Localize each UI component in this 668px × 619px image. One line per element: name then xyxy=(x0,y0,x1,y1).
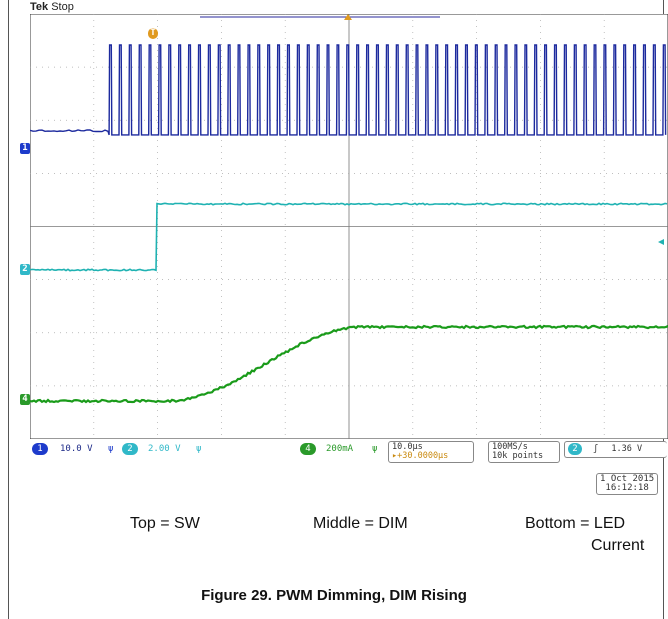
ch2-ground-marker: 2 xyxy=(20,264,30,275)
ch1-scale: 10.0 V xyxy=(60,444,93,454)
ch4-scale: 200mA xyxy=(326,444,353,454)
oscilloscope-screen: 1 2 4 T xyxy=(30,14,668,439)
ch2-badge: 2 xyxy=(122,443,138,455)
trigger-position: ▸+30.0000µs xyxy=(392,452,470,461)
ch4-ground-marker: 4 xyxy=(20,394,30,405)
timebase-box: 10.0µs ▸+30.0000µs xyxy=(388,441,474,463)
acquisition-box: 100MS/s 10k points xyxy=(488,441,560,463)
figure-caption: Figure 29. PWM Dimming, DIM Rising xyxy=(0,587,668,604)
record-length: 10k points xyxy=(492,452,556,461)
trigger-level: 1.36 V xyxy=(611,444,642,454)
ch2-scale: 2.00 V xyxy=(148,444,181,454)
run-state-label: Stop xyxy=(51,1,74,13)
caption-bottom: Bottom = LED xyxy=(525,515,625,533)
ch1-badge: 1 xyxy=(32,443,48,455)
trigger-slope-icon: ʃ xyxy=(593,444,598,454)
trigger-position-marker: T xyxy=(148,28,158,39)
waveform-display xyxy=(30,14,668,439)
timestamp-box: 1 Oct 2015 16:12:18 xyxy=(596,473,658,495)
trigger-box: 2 ʃ 1.36 V xyxy=(564,441,667,458)
ch1-ground-marker: 1 xyxy=(20,143,30,154)
capture-time: 16:12:18 xyxy=(600,484,654,493)
ch4-badge: 4 xyxy=(300,443,316,455)
caption-top: Top = SW xyxy=(130,515,200,533)
caption-middle: Middle = DIM xyxy=(313,515,408,533)
ch2-bw-icon: ψ xyxy=(196,444,201,454)
readout-bar: 1 10.0 V ψ 2 2.00 V ψ 4 200mA ψ 10.0µs ▸… xyxy=(30,441,668,463)
ch4-bw-icon: ψ xyxy=(372,444,377,454)
ch1-bw-icon: ψ xyxy=(108,444,113,454)
brand-label: Tek xyxy=(30,1,48,13)
trigger-channel-badge: 2 xyxy=(568,443,582,455)
caption-bottom-cont: Current xyxy=(591,537,644,555)
scope-status-label: Tek Stop xyxy=(30,1,74,13)
